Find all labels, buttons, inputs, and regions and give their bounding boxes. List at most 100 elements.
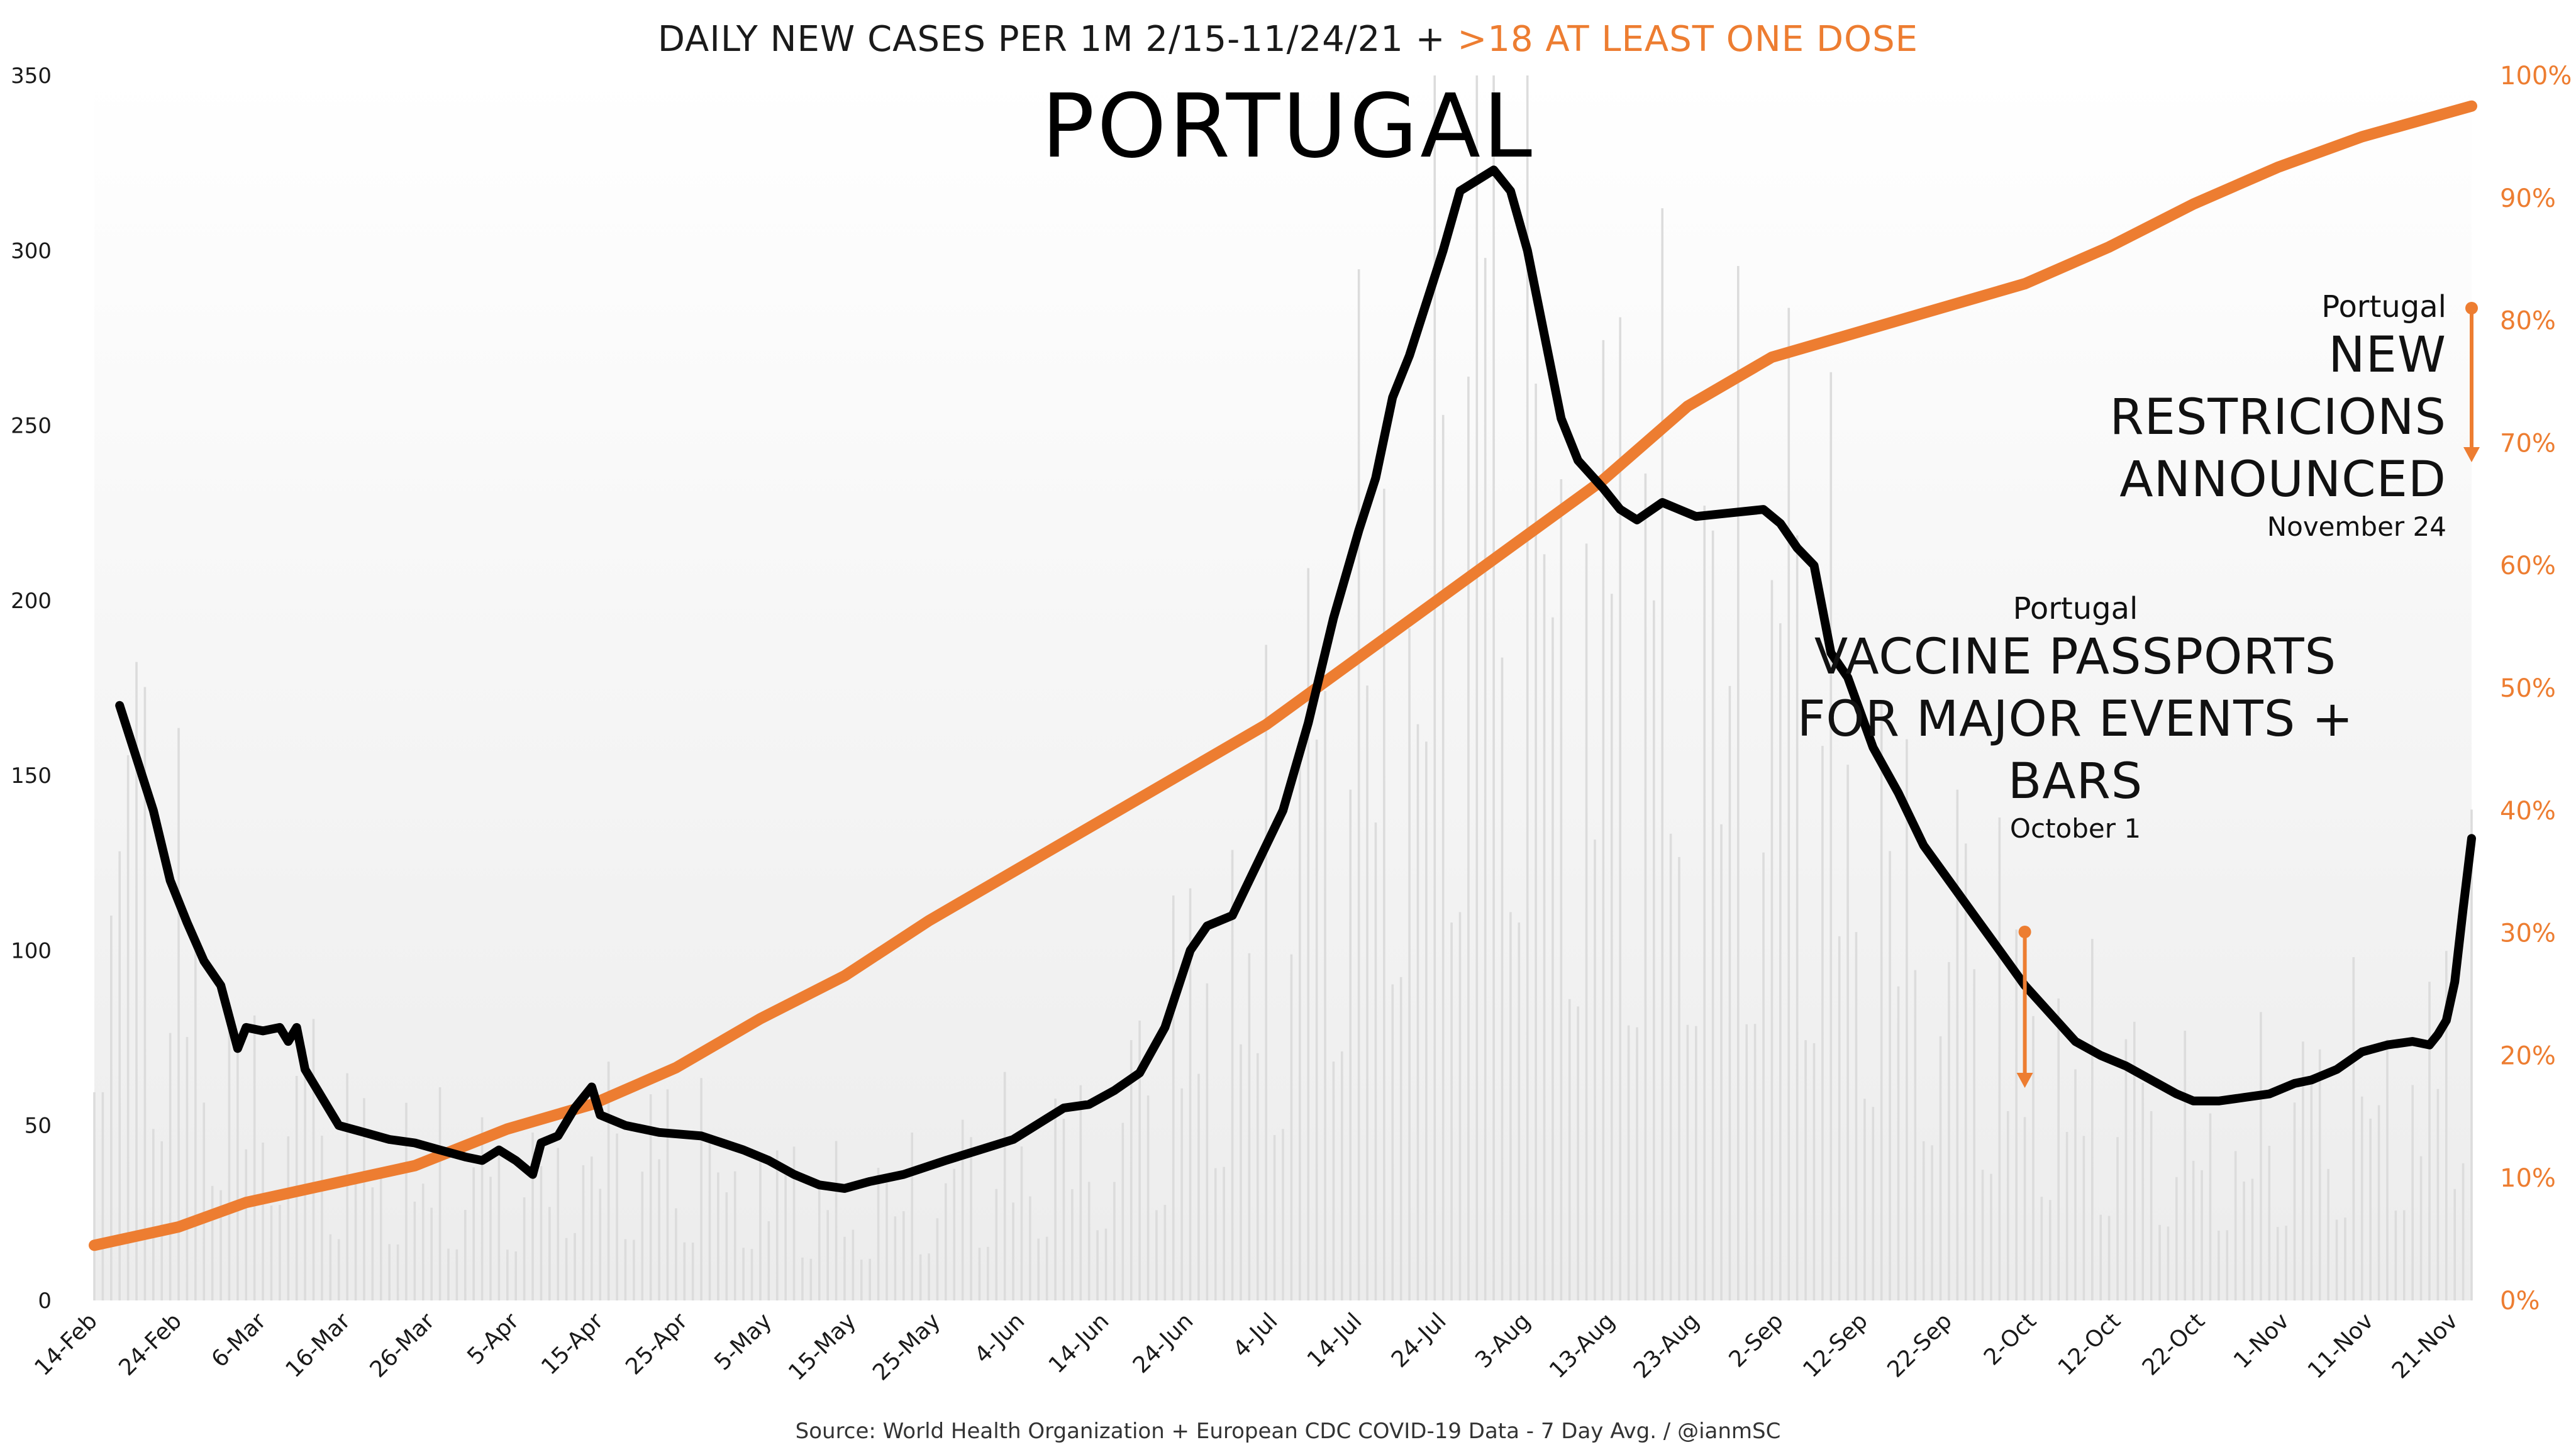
x-tick: 3-Aug [1470,1308,1536,1373]
daily-bar [194,948,197,1300]
daily-bar [2276,1227,2279,1300]
daily-bar [2352,957,2355,1300]
right-tick-label: 30% [2500,919,2556,948]
daily-bar [1020,1146,1023,1300]
daily-bar [1931,1145,1933,1300]
daily-bar [683,1242,686,1300]
daily-bar [2251,1178,2254,1300]
page-title: PORTUGAL [1041,75,1535,178]
daily-bar [759,1159,762,1300]
daily-bar [262,1142,264,1300]
daily-bar [1189,888,1192,1300]
daily-bar [2006,1111,2009,1300]
daily-bar [2377,1105,2380,1300]
daily-bar [1711,530,1714,1301]
x-tick-label: 3-Aug [1470,1308,1536,1373]
daily-bar [2293,1102,2296,1300]
daily-bar [1130,1040,1133,1300]
daily-bar [2141,1083,2145,1300]
daily-bar [1441,414,1445,1301]
daily-bar [826,1210,829,1300]
daily-bar [818,1182,821,1300]
daily-bar [1087,1182,1091,1300]
daily-bar [1838,936,1841,1300]
daily-bar [1753,1024,1757,1300]
daily-bar [447,1248,450,1300]
daily-bar [1425,741,1428,1300]
daily-bar [455,1249,458,1300]
daily-bar [1770,580,1774,1301]
daily-bar [742,1248,745,1300]
daily-bar [2419,1156,2423,1300]
daily-bar [2167,1226,2170,1300]
daily-bar [245,1149,248,1300]
x-tick: 2-Sep [1724,1308,1788,1372]
daily-bar [1543,554,1546,1300]
daily-bar [1981,1170,1984,1300]
daily-bar [1256,1053,1259,1300]
daily-bar [911,1132,914,1300]
daily-bar [1914,970,1917,1300]
daily-bar [177,728,180,1300]
x-tick: 22-Oct [2138,1308,2210,1380]
right-tick-label: 70% [2500,429,2556,458]
x-tick: 24-Jun [1128,1308,1199,1378]
daily-bar [413,1201,416,1300]
daily-bar [852,1229,855,1300]
daily-bar [708,1138,711,1300]
x-tick-label: 24-Jul [1387,1308,1452,1373]
daily-bar [421,1183,425,1300]
daily-bar [1155,1210,1158,1300]
daily-bar [801,1257,804,1300]
daily-bar [1821,746,1824,1300]
x-tick: 15-Apr [536,1308,608,1380]
daily-bar [1577,1006,1579,1300]
right-tick-label: 80% [2500,307,2556,336]
vaccine-passport-arrow [2016,926,2033,1088]
daily-bar [329,1234,332,1300]
daily-bar [1391,984,1394,1300]
daily-bar [961,1119,964,1300]
daily-bar [978,1248,981,1300]
daily-bar [633,1239,635,1300]
x-tick: 25-Apr [621,1308,692,1380]
daily-bar [1012,1202,1014,1300]
daily-bar [733,1171,736,1300]
left-tick-label: 200 [11,589,52,614]
daily-bar [1661,208,1663,1300]
daily-bar [2065,1132,2068,1300]
daily-bar [152,1129,155,1300]
daily-bar [2124,1039,2128,1300]
x-tick: 1-Nov [2229,1308,2294,1373]
daily-bar [279,1205,281,1300]
daily-bar [574,1233,576,1300]
daily-bar [1652,600,1655,1300]
daily-bar [1383,489,1385,1300]
left-tick-label: 350 [11,64,52,89]
daily-bar [1079,1085,1082,1300]
left-tick-label: 250 [11,414,52,439]
x-tick: 13-Aug [1545,1308,1620,1383]
daily-bar [1349,789,1352,1300]
daily-bar [641,1172,644,1300]
left-axis: 0 50 100 150 200 250 300 350 [11,64,52,1314]
annotation-date: October 1 [2009,813,2141,845]
daily-bar [2327,1168,2329,1300]
daily-cases-line [115,165,2476,1193]
x-tick: 22-Sep [1882,1308,1957,1383]
daily-bar [548,1207,551,1300]
daily-bar [371,1187,374,1300]
daily-bar [725,1192,728,1300]
daily-bar [995,1189,998,1300]
daily-bar [902,1211,905,1300]
daily-bar [1501,657,1504,1300]
left-tick-label: 300 [11,238,52,263]
daily-bar [616,1133,618,1300]
daily-bar [304,1048,306,1300]
daily-bar [599,1189,602,1300]
daily-bar [928,1253,930,1300]
left-tick-label: 50 [25,1114,52,1139]
daily-bar [135,662,138,1300]
daily-bar [379,1175,382,1300]
x-tick-label: 12-Sep [1798,1308,1873,1383]
